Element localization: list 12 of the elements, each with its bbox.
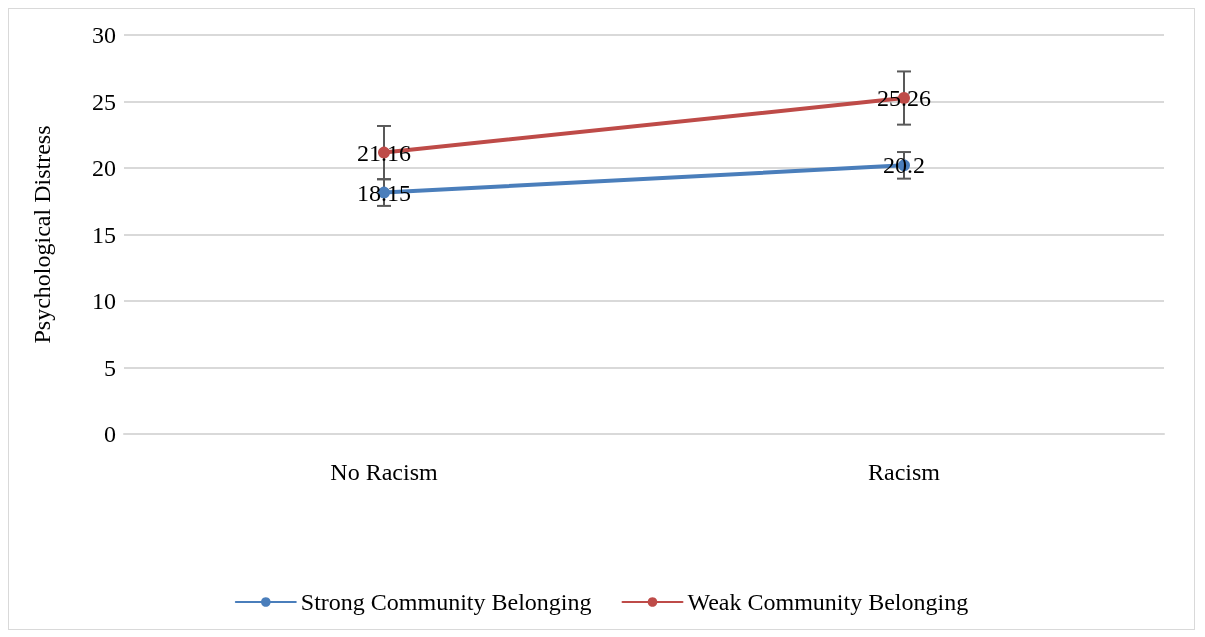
y-axis-title: Psychological Distress — [29, 125, 55, 344]
y-tick-label: 5 — [104, 354, 116, 381]
legend-label: Weak Community Belonging — [687, 589, 969, 615]
y-tick-label: 15 — [92, 221, 116, 248]
y-tick-label: 10 — [92, 288, 116, 314]
y-tick-label: 0 — [104, 421, 116, 447]
x-tick-label: No Racism — [330, 459, 438, 485]
legend-label: Strong Community Belonging — [300, 589, 592, 615]
y-tick-label: 20 — [92, 155, 116, 181]
y-tick-label: 30 — [92, 22, 116, 48]
x-tick-label: Racism — [868, 459, 941, 485]
y-tick-label: 25 — [92, 88, 116, 115]
